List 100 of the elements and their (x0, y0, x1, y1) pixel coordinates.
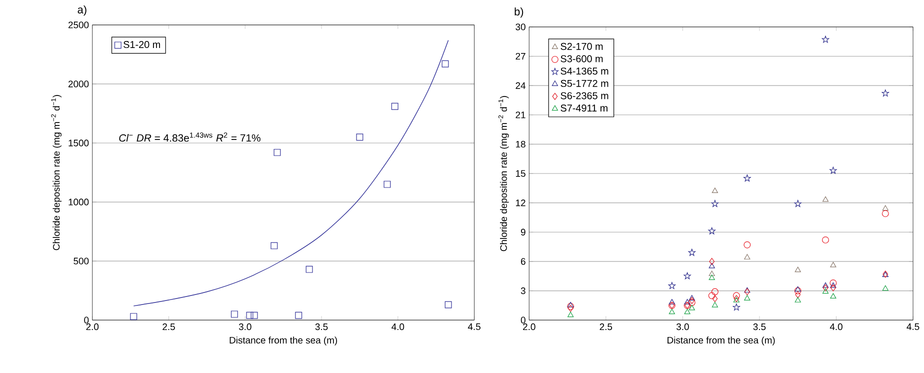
point (882, 210, 889, 218)
point (732, 292, 740, 300)
x-tick-label: 3.5 (753, 323, 766, 330)
y-tick-label: 30 (516, 24, 526, 30)
point (274, 148, 281, 156)
x-tick-label: 4.5 (468, 323, 480, 330)
point (708, 262, 715, 268)
y-tick-label: 3 (520, 287, 526, 294)
point (712, 302, 718, 308)
x-tick-label: 2.5 (162, 323, 175, 330)
y-tick-label: 18 (516, 140, 526, 148)
point (688, 248, 696, 256)
point (688, 295, 695, 301)
point (830, 293, 836, 299)
point (882, 285, 888, 291)
y-tick-label: 2500 (68, 22, 89, 28)
point (744, 241, 751, 248)
y-tick-label: 0 (84, 316, 89, 324)
legend-label: S5-1772 m (560, 80, 608, 87)
point (882, 90, 890, 97)
point (794, 287, 802, 294)
point (795, 291, 801, 298)
point (794, 286, 801, 292)
y-tick-label: 15 (516, 170, 526, 177)
point (708, 292, 716, 300)
x-tick-label: 4.5 (906, 323, 920, 330)
point (830, 282, 836, 288)
x-tick-label: 4.0 (392, 323, 404, 330)
point (688, 304, 695, 310)
legend-label: S4-1365 m (560, 68, 608, 75)
y-tick-label: 500 (74, 258, 89, 264)
point (708, 270, 715, 276)
point (306, 266, 313, 273)
point (246, 312, 254, 319)
point (794, 266, 801, 272)
x-tick-label: 2.5 (600, 323, 612, 330)
point (684, 299, 690, 304)
point (295, 312, 302, 319)
legend-label: S1-20 m (124, 41, 160, 48)
point (830, 262, 836, 268)
x-axis-title: Distance from the sea (m) (668, 336, 775, 346)
y-axis-title: Chloride deposition rate (mg m$^{−2}$ d$^{−1}$) (498, 96, 509, 252)
point (822, 288, 829, 294)
point (822, 236, 829, 244)
point (568, 302, 574, 308)
point (567, 302, 574, 310)
point (684, 308, 690, 314)
point (794, 200, 802, 207)
point (830, 166, 837, 174)
x-axis-title: Distance from the sea (m) (230, 336, 338, 346)
point (709, 258, 715, 265)
point (668, 282, 676, 290)
legend-label: S2-170 m (560, 42, 603, 50)
point (882, 205, 888, 211)
point (444, 301, 452, 308)
point (830, 280, 837, 286)
point (356, 134, 364, 141)
y-tick-label: 27 (516, 52, 526, 60)
legend-label: S3-600 m (560, 55, 603, 62)
y-tick-label: 1000 (68, 198, 89, 206)
y-tick-label: 0 (520, 316, 526, 324)
point (744, 174, 751, 182)
x-tick-label: 2.0 (523, 323, 536, 330)
point (442, 60, 449, 68)
y-tick-label: 2000 (68, 80, 89, 88)
point (744, 254, 750, 260)
point (391, 102, 398, 110)
x-tick-label: 3.0 (676, 323, 689, 330)
legend-label: S6-2365 m (560, 92, 608, 100)
point (794, 297, 801, 302)
y-tick-label: 12 (516, 200, 526, 206)
point (384, 180, 391, 188)
chart-title: a) (78, 5, 86, 16)
point (822, 282, 829, 288)
point (822, 36, 830, 43)
point (712, 188, 718, 194)
point (744, 288, 750, 296)
point (712, 295, 718, 302)
x-tick-label: 3.5 (315, 323, 328, 330)
annotation: Cl$^{−}$ DR = 4.83e$^{1.43ws}$ R$^{2}$ = 71% (119, 132, 260, 142)
point (732, 304, 740, 311)
point (668, 308, 675, 314)
x-tick-label: 4.0 (830, 323, 842, 330)
point (130, 313, 138, 320)
point (711, 288, 718, 296)
chart-title: b) (514, 7, 524, 18)
point (668, 299, 675, 304)
legend-label: S7-4911 m (560, 104, 608, 112)
point (744, 295, 750, 301)
point (684, 272, 691, 280)
point (270, 242, 278, 250)
point (708, 227, 716, 234)
point (250, 312, 258, 319)
y-tick-label: 21 (516, 112, 526, 118)
y-tick-label: 24 (516, 82, 526, 89)
x-tick-label: 2.0 (86, 323, 99, 330)
point (830, 284, 836, 292)
point (822, 284, 828, 292)
y-axis-title: Chloride deposition rate (mg m$^{−2}$ d$^{−1}$) (51, 95, 62, 250)
point (822, 196, 829, 202)
